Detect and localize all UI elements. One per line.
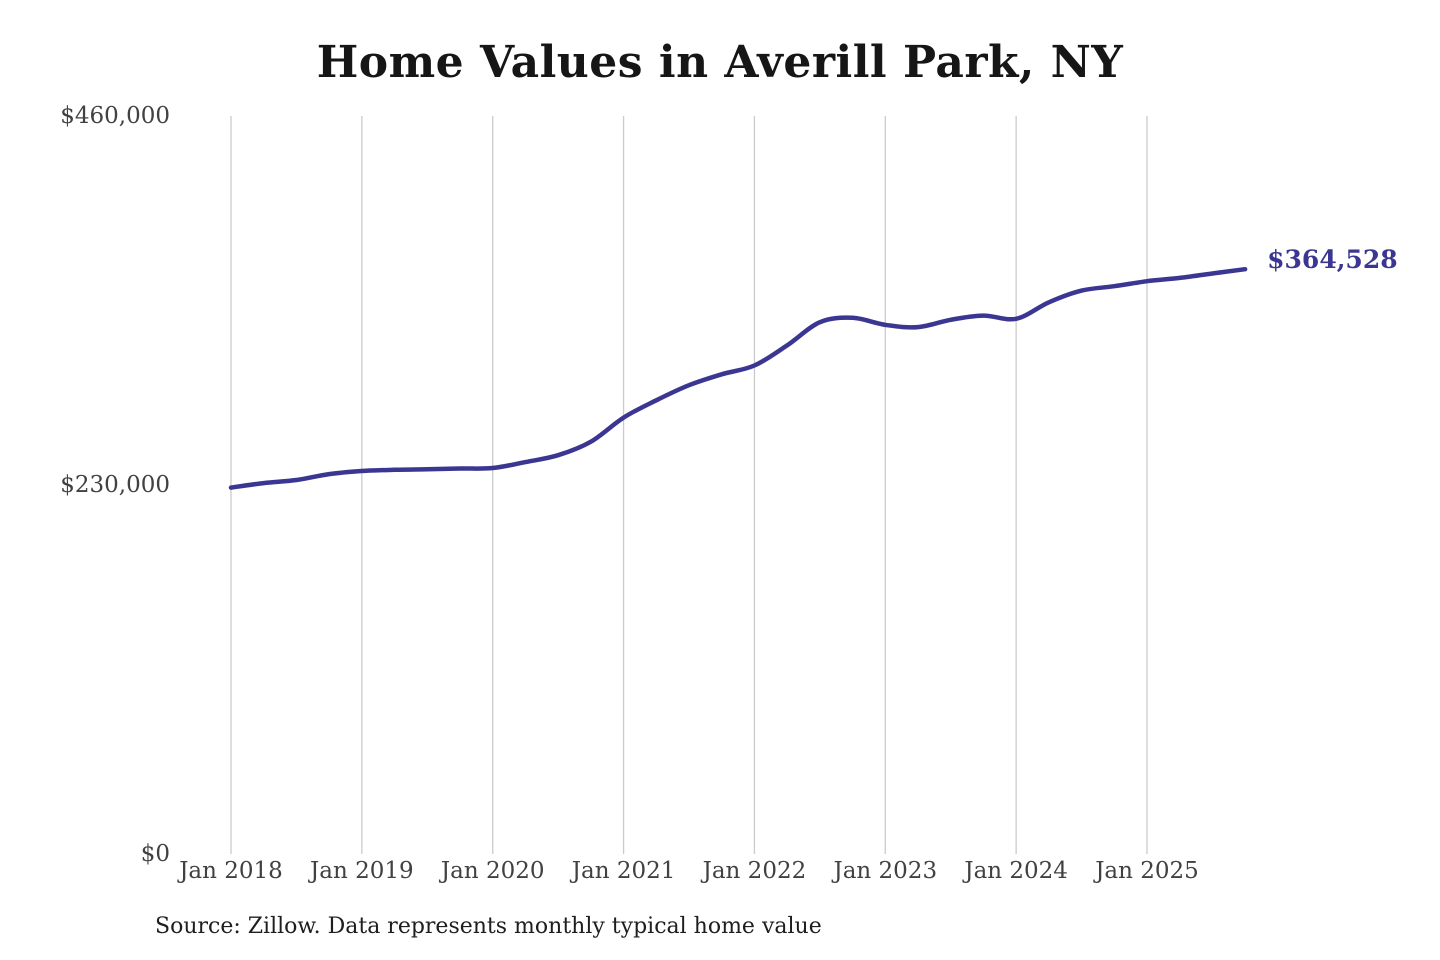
home-value-series-line	[228, 266, 1248, 490]
x-tick-label: Jan 2019	[310, 858, 414, 884]
chart-title: Home Values in Averill Park, NY	[316, 37, 1124, 88]
y-tick-label: $230,000	[60, 472, 170, 498]
x-tick-label: Jan 2021	[571, 858, 676, 884]
x-tick-label: Jan 2024	[964, 858, 1068, 884]
latest-value-label: $364,528	[1267, 245, 1398, 275]
x-tick-label: Jan 2022	[702, 858, 807, 884]
source-note: Source: Zillow. Data represents monthly …	[155, 914, 822, 939]
x-tick-label: Jan 2023	[833, 858, 938, 884]
x-tick-label: Jan 2018	[179, 858, 283, 884]
x-tick-label: Jan 2025	[1095, 858, 1199, 884]
y-tick-label: $0	[140, 841, 170, 867]
x-tick-label: Jan 2020	[440, 858, 545, 884]
y-tick-label: $460,000	[60, 103, 170, 129]
